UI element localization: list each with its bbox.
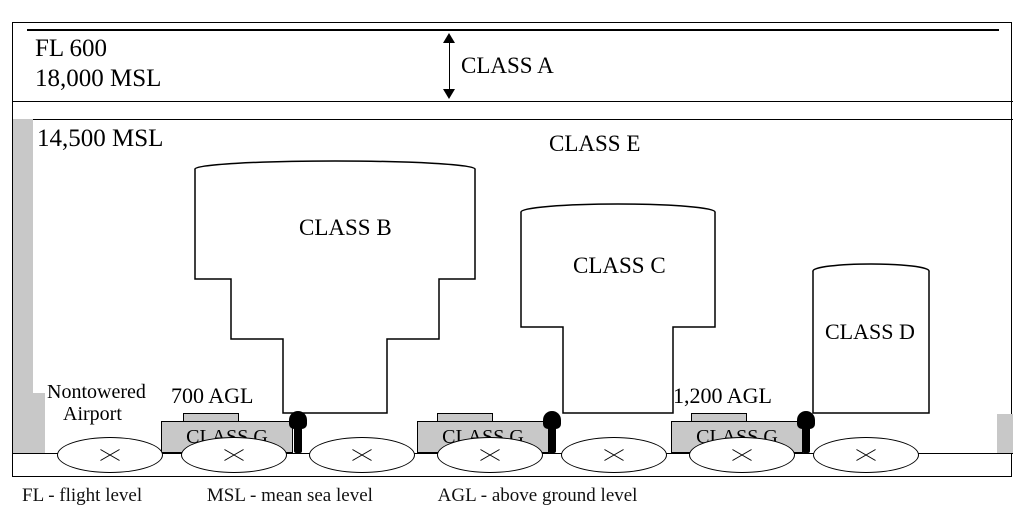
ground-ellipse <box>57 437 163 473</box>
legend: FL - flight level MSL - mean sea level A… <box>22 485 1002 507</box>
ground-ellipse <box>181 437 287 473</box>
right-gray-block <box>997 414 1013 453</box>
tower-icon <box>289 411 307 453</box>
legend-fl: FL - flight level <box>22 485 142 507</box>
ground-ellipse <box>309 437 415 473</box>
tower-icon <box>543 411 561 453</box>
tower-icon <box>797 411 815 453</box>
airspace-diagram: FL 600 18,000 MSL CLASS A 14,500 MSL CLA… <box>12 22 1012 477</box>
left-gray-step <box>13 393 45 453</box>
ground-ellipse <box>813 437 919 473</box>
label-airport: Airport <box>63 403 122 426</box>
classA-separator <box>13 101 1013 102</box>
vertical-arrow <box>443 33 455 99</box>
ground-ellipse <box>561 437 667 473</box>
label-classB: CLASS B <box>299 215 392 241</box>
label-nontowered: Nontowered <box>47 381 146 404</box>
label-1200agl: 1,200 AGL <box>673 383 772 409</box>
classE-top-line <box>13 119 1013 120</box>
label-classC: CLASS C <box>573 253 666 279</box>
label-14500msl: 14,500 MSL <box>37 125 163 153</box>
label-classD: CLASS D <box>825 319 915 345</box>
label-classA: CLASS A <box>461 53 554 79</box>
label-fl600: FL 600 <box>35 35 107 63</box>
legend-msl: MSL - mean sea level <box>207 485 373 507</box>
ground-ellipse <box>437 437 543 473</box>
label-classE: CLASS E <box>549 131 640 157</box>
top-inner-line <box>27 29 999 31</box>
classB-shape <box>195 159 475 421</box>
label-700agl: 700 AGL <box>171 383 254 409</box>
label-18000msl: 18,000 MSL <box>35 65 161 93</box>
legend-agl: AGL - above ground level <box>438 485 638 507</box>
ground-ellipse <box>689 437 795 473</box>
